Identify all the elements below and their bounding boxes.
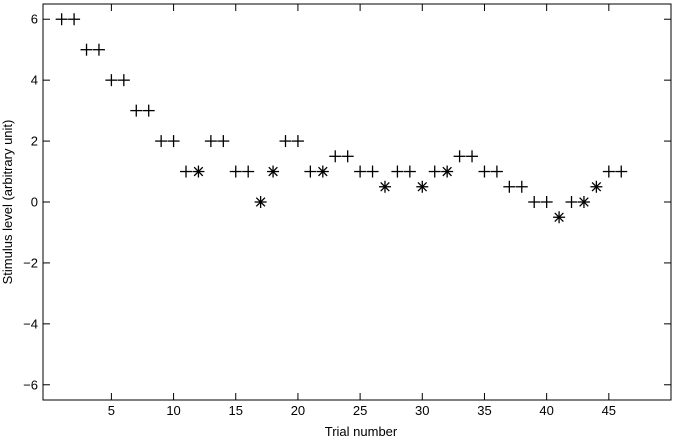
plus-marker [229,165,242,178]
plus-marker [68,13,81,26]
plus-marker [453,150,466,163]
asterisk-marker [441,165,454,178]
x-axis-label: Trial number [325,424,398,439]
plus-marker [478,165,491,178]
plus-marker [117,74,130,87]
plus-marker [503,180,516,193]
asterisk-marker [192,165,205,178]
asterisk-marker [553,211,566,224]
x-tick-label: 10 [166,403,180,418]
asterisk-marker [577,196,590,208]
x-tick-label: 30 [415,403,429,418]
plus-marker [602,165,615,178]
plus-marker [217,135,230,148]
plus-marker [515,180,528,193]
plus-marker [155,135,168,148]
asterisk-marker [267,165,280,178]
plus-marker [55,13,68,26]
asterisk-marker [590,180,603,193]
plus-marker [528,196,541,208]
plus-marker [167,135,180,148]
asterisk-marker [316,165,329,178]
x-tick-label: 20 [291,403,305,418]
tick-labels: 5 10 15 20 25 30 35 40 45 −6 −4 −2 0 2 4 6 [23,12,616,418]
y-tick-label: −2 [23,255,38,270]
plus-marker [540,196,553,208]
plus-marker [80,43,93,56]
plus-marker [291,135,304,148]
plus-marker [428,165,441,178]
asterisk-marker [378,180,391,193]
x-tick-label: 40 [539,403,553,418]
y-axis-label: Stimulus level (arbitrary unit) [0,120,15,285]
plus-marker [490,165,503,178]
plus-marker [565,196,578,208]
plus-marker [403,165,416,178]
plus-marker [142,104,155,117]
asterisk-marker [416,180,429,193]
y-tick-label: −4 [23,316,38,331]
y-tick-label: 0 [31,195,38,210]
x-tick-label: 5 [108,403,115,418]
plus-marker [354,165,367,178]
plus-marker [391,165,404,178]
plus-marker [366,165,379,178]
plus-marker [242,165,255,178]
plus-marker [304,165,317,178]
data-marks [55,13,628,224]
y-tick-label: −6 [23,377,38,392]
y-tick-label: 6 [31,12,38,27]
y-tick-label: 4 [31,73,38,88]
plus-marker [105,74,118,87]
plus-marker [615,165,628,178]
plus-marker [341,150,354,163]
plus-marker [466,150,479,163]
plus-marker [130,104,143,117]
x-tick-label: 35 [477,403,491,418]
plus-marker [180,165,193,178]
x-tick-label: 15 [229,403,243,418]
plus-marker [329,150,342,163]
plus-marker [92,43,105,56]
plus-marker [279,135,292,148]
x-tick-label: 45 [602,403,616,418]
x-tick-label: 25 [353,403,367,418]
asterisk-marker [254,196,267,208]
plus-marker [204,135,217,148]
y-tick-label: 2 [31,134,38,149]
axis-ticks [43,4,671,400]
